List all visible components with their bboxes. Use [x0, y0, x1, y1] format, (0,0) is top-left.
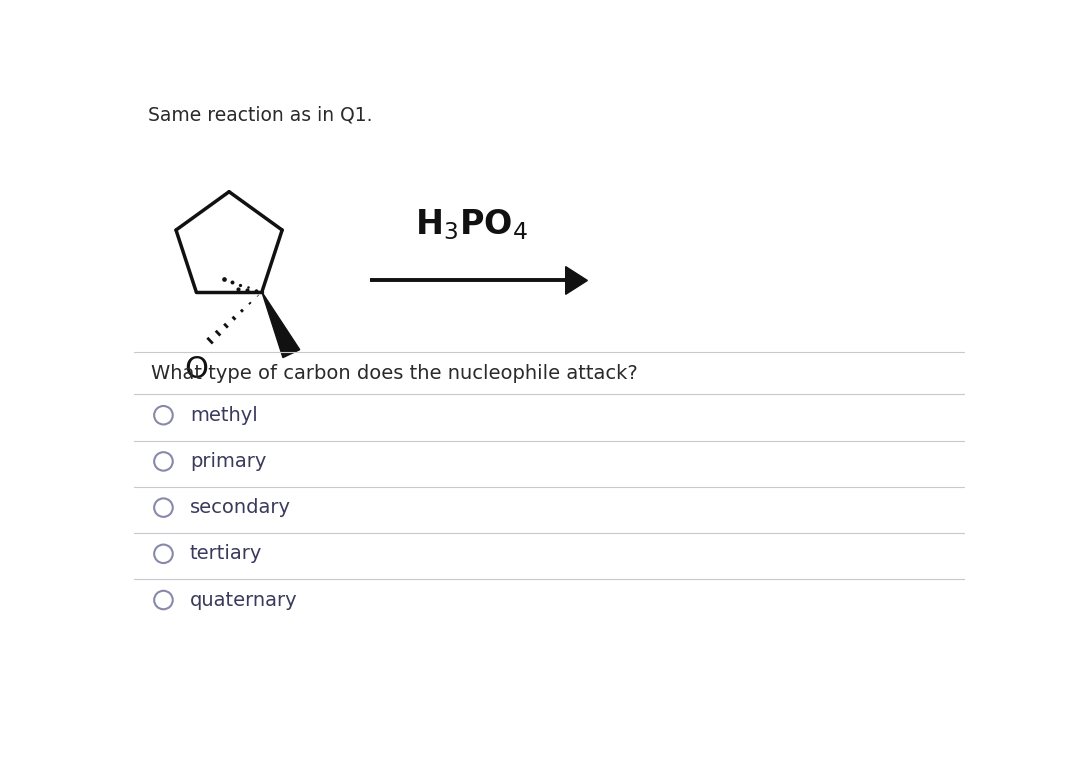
- Polygon shape: [566, 267, 587, 294]
- Text: Same reaction as in Q1.: Same reaction as in Q1.: [148, 106, 372, 124]
- Text: quaternary: quaternary: [190, 591, 297, 609]
- Text: What type of carbon does the nucleophile attack?: What type of carbon does the nucleophile…: [151, 363, 638, 383]
- Polygon shape: [262, 292, 300, 358]
- Text: H$_3$PO$_4$: H$_3$PO$_4$: [415, 207, 527, 242]
- Text: O: O: [184, 356, 208, 384]
- Text: tertiary: tertiary: [190, 545, 263, 563]
- Text: methyl: methyl: [190, 405, 257, 425]
- Text: secondary: secondary: [190, 498, 291, 517]
- Text: primary: primary: [190, 452, 266, 471]
